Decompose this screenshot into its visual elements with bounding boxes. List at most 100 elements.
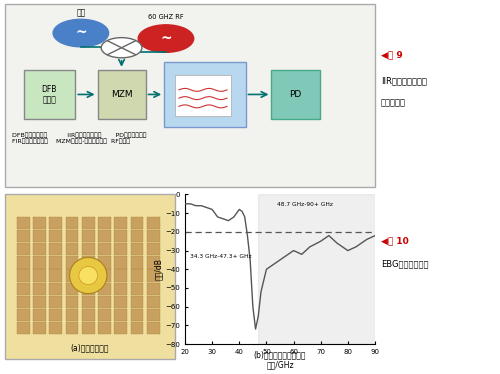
- Bar: [50, 309, 62, 321]
- Text: IIR微波光子滤波器: IIR微波光子滤波器: [381, 76, 427, 85]
- Bar: [33, 230, 46, 242]
- Y-axis label: 损耗/dB: 损耗/dB: [154, 258, 162, 280]
- Bar: [66, 269, 78, 282]
- Text: (b)该结构的表面波带隙: (b)该结构的表面波带隙: [254, 351, 306, 360]
- Bar: [50, 282, 62, 295]
- Bar: [98, 296, 111, 308]
- Bar: [130, 282, 143, 295]
- Bar: [66, 217, 78, 229]
- Bar: [98, 282, 111, 295]
- Bar: [175, 75, 231, 116]
- Bar: [24, 70, 76, 119]
- Bar: [82, 322, 94, 334]
- Bar: [98, 243, 111, 255]
- Bar: [17, 217, 29, 229]
- Bar: [82, 309, 94, 321]
- Bar: [82, 256, 94, 269]
- Bar: [50, 243, 62, 255]
- Text: MZM: MZM: [110, 90, 132, 99]
- Bar: [114, 309, 127, 321]
- Bar: [130, 309, 143, 321]
- Bar: [147, 243, 160, 255]
- Bar: [17, 296, 29, 308]
- Circle shape: [101, 38, 142, 58]
- Bar: [114, 322, 127, 334]
- Bar: [130, 269, 143, 282]
- Bar: [147, 322, 160, 334]
- Bar: [17, 256, 29, 269]
- Circle shape: [138, 25, 194, 52]
- Bar: [258, 194, 375, 344]
- Circle shape: [79, 267, 98, 285]
- Bar: [130, 230, 143, 242]
- Bar: [66, 309, 78, 321]
- Bar: [147, 269, 160, 282]
- Bar: [17, 322, 29, 334]
- Bar: [17, 269, 29, 282]
- Bar: [130, 256, 143, 269]
- Bar: [33, 296, 46, 308]
- Bar: [50, 217, 62, 229]
- Bar: [82, 230, 94, 242]
- Text: 60 GHZ RF: 60 GHZ RF: [148, 15, 184, 21]
- Bar: [147, 230, 160, 242]
- Bar: [114, 282, 127, 295]
- Bar: [50, 230, 62, 242]
- Bar: [98, 322, 111, 334]
- Text: 48.7 GHz-90+ GHz: 48.7 GHz-90+ GHz: [278, 202, 334, 207]
- Bar: [82, 217, 94, 229]
- Bar: [33, 217, 46, 229]
- Bar: [98, 309, 111, 321]
- Bar: [50, 256, 62, 269]
- Text: PD: PD: [290, 90, 302, 99]
- Bar: [66, 230, 78, 242]
- Bar: [33, 256, 46, 269]
- Bar: [66, 243, 78, 255]
- Circle shape: [53, 19, 108, 47]
- Bar: [98, 217, 111, 229]
- Bar: [82, 282, 94, 295]
- Bar: [17, 243, 29, 255]
- Bar: [130, 322, 143, 334]
- Text: 数据: 数据: [76, 8, 86, 18]
- Text: DFB
激光器: DFB 激光器: [42, 85, 57, 104]
- Bar: [98, 256, 111, 269]
- Bar: [114, 269, 127, 282]
- Bar: [147, 217, 160, 229]
- Bar: [66, 322, 78, 334]
- Bar: [147, 296, 160, 308]
- Bar: [130, 217, 143, 229]
- Bar: [82, 243, 94, 255]
- Bar: [147, 309, 160, 321]
- Bar: [50, 269, 62, 282]
- Bar: [66, 296, 78, 308]
- Bar: [66, 256, 78, 269]
- Text: 结构示意图: 结构示意图: [381, 98, 406, 107]
- Text: DFB：分布反馈式          IIR：无限冲激响应       PD：光电探测器
FIR：有限冲激响应    MZM：马赫-曾得尔调制器  RF：射频: DFB：分布反馈式 IIR：无限冲激响应 PD：光电探测器 FIR：有限冲激响应…: [12, 132, 147, 144]
- Bar: [33, 282, 46, 295]
- Text: (a)电磁带隙结构: (a)电磁带隙结构: [71, 343, 110, 352]
- Circle shape: [70, 257, 107, 294]
- Bar: [114, 243, 127, 255]
- Text: EBG在天线的应用: EBG在天线的应用: [381, 259, 428, 268]
- Bar: [272, 70, 320, 119]
- Text: ~: ~: [75, 26, 86, 40]
- Bar: [82, 296, 94, 308]
- Bar: [50, 322, 62, 334]
- Bar: [33, 322, 46, 334]
- Bar: [164, 62, 246, 126]
- Bar: [147, 282, 160, 295]
- Bar: [98, 269, 111, 282]
- Bar: [114, 230, 127, 242]
- Bar: [17, 230, 29, 242]
- Bar: [50, 296, 62, 308]
- Text: 34.3 GHz-47.3+ GHz: 34.3 GHz-47.3+ GHz: [190, 254, 252, 259]
- Bar: [98, 70, 146, 119]
- Bar: [130, 243, 143, 255]
- Bar: [17, 282, 29, 295]
- Bar: [33, 243, 46, 255]
- Bar: [114, 217, 127, 229]
- Bar: [17, 309, 29, 321]
- Bar: [33, 269, 46, 282]
- Bar: [33, 309, 46, 321]
